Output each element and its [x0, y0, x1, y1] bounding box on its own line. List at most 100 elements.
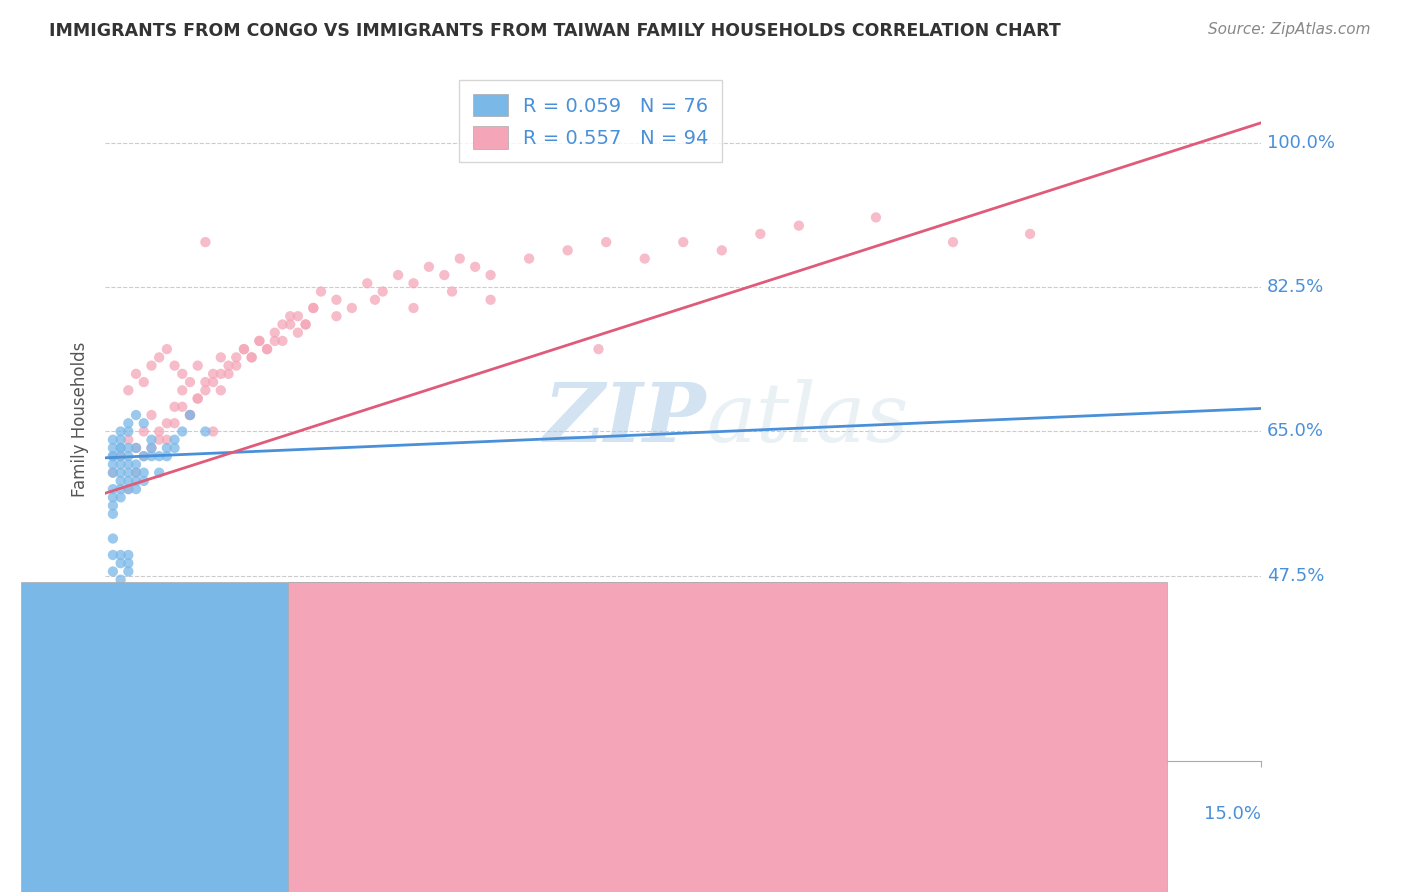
Point: [101, 737, 124, 751]
Point: [449, 252, 471, 266]
Point: [148, 449, 170, 463]
Point: [156, 441, 179, 455]
Point: [218, 367, 240, 381]
Point: [202, 375, 225, 389]
Text: ZIP: ZIP: [544, 379, 706, 459]
Point: [101, 598, 124, 612]
Point: [240, 351, 263, 365]
Point: [110, 458, 132, 472]
Point: [101, 491, 124, 505]
Point: [179, 375, 201, 389]
Point: [163, 417, 186, 431]
Point: [225, 351, 247, 365]
Point: [278, 318, 301, 332]
Point: [172, 425, 194, 439]
Point: [141, 433, 163, 447]
Point: [148, 425, 170, 439]
Point: [141, 359, 163, 373]
Point: [433, 268, 456, 282]
Text: 0.0%: 0.0%: [105, 805, 150, 823]
Point: [271, 318, 294, 332]
Point: [125, 474, 148, 488]
Point: [256, 342, 278, 356]
Text: IMMIGRANTS FROM CONGO VS IMMIGRANTS FROM TAIWAN FAMILY HOUSEHOLDS CORRELATION CH: IMMIGRANTS FROM CONGO VS IMMIGRANTS FROM…: [49, 22, 1062, 40]
Point: [209, 351, 232, 365]
Point: [402, 277, 425, 291]
Point: [110, 433, 132, 447]
Text: 47.5%: 47.5%: [1267, 566, 1324, 584]
Point: [942, 235, 965, 249]
Point: [101, 499, 124, 513]
Point: [387, 268, 409, 282]
Point: [263, 326, 285, 340]
Text: 15.0%: 15.0%: [1205, 805, 1261, 823]
Point: [194, 425, 217, 439]
Point: [172, 367, 194, 381]
Point: [101, 449, 124, 463]
Point: [464, 260, 486, 274]
Point: [110, 713, 132, 727]
Point: [194, 384, 217, 398]
Point: [225, 359, 247, 373]
Point: [117, 433, 139, 447]
Point: [101, 532, 124, 546]
Point: [287, 310, 309, 324]
Point: [110, 606, 132, 620]
Point: [132, 375, 155, 389]
Point: [340, 301, 363, 315]
Point: [202, 367, 225, 381]
Point: [141, 449, 163, 463]
Point: [202, 425, 225, 439]
Point: [402, 301, 425, 315]
Point: [132, 449, 155, 463]
Point: [172, 384, 194, 398]
Point: [125, 367, 148, 381]
Point: [441, 285, 464, 299]
Point: [595, 235, 617, 249]
Point: [156, 449, 179, 463]
Point: [110, 425, 132, 439]
Point: [117, 598, 139, 612]
Point: [294, 318, 316, 332]
Point: [148, 351, 170, 365]
Point: [125, 441, 148, 455]
Point: [479, 293, 502, 307]
Point: [187, 392, 209, 406]
Point: [117, 474, 139, 488]
Point: [101, 647, 124, 661]
Text: Source: ZipAtlas.com: Source: ZipAtlas.com: [1208, 22, 1371, 37]
Point: [125, 408, 148, 422]
Point: [101, 548, 124, 562]
Point: [101, 466, 124, 480]
Point: [240, 351, 263, 365]
Point: [209, 384, 232, 398]
Point: [101, 655, 124, 669]
Point: [302, 301, 325, 315]
Point: [865, 211, 887, 225]
Point: [309, 285, 332, 299]
Point: [117, 482, 139, 496]
Point: [110, 556, 132, 570]
Point: [101, 729, 124, 743]
Point: [132, 466, 155, 480]
Point: [101, 482, 124, 496]
Text: 82.5%: 82.5%: [1267, 278, 1324, 296]
Point: [588, 342, 610, 356]
Point: [218, 359, 240, 373]
Point: [117, 384, 139, 398]
Point: [557, 244, 579, 258]
Point: [101, 466, 124, 480]
Point: [749, 227, 772, 241]
Point: [117, 565, 139, 579]
Point: [141, 441, 163, 455]
Point: [117, 449, 139, 463]
Point: [187, 392, 209, 406]
Point: [271, 334, 294, 348]
Point: [101, 680, 124, 694]
Point: [110, 491, 132, 505]
Legend: R = 0.059   N = 76, R = 0.557   N = 94: R = 0.059 N = 76, R = 0.557 N = 94: [460, 80, 723, 162]
Point: [101, 507, 124, 521]
Point: [101, 458, 124, 472]
Point: [209, 367, 232, 381]
Point: [125, 458, 148, 472]
